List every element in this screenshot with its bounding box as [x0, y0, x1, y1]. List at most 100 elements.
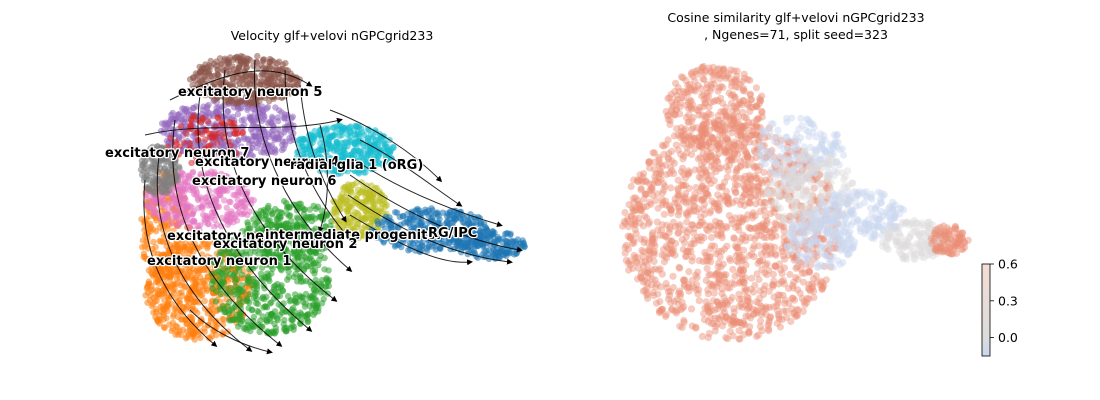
- cell-point: [692, 183, 700, 192]
- cell-point: [191, 275, 198, 282]
- cell-point: [232, 269, 239, 276]
- cell-point: [180, 236, 187, 244]
- cell-point: [753, 298, 761, 306]
- cell-point: [245, 304, 252, 312]
- cell-point: [171, 306, 178, 313]
- cell-point: [179, 292, 186, 300]
- cell-point: [292, 232, 300, 239]
- cell-point: [215, 268, 222, 275]
- cell-point: [412, 207, 419, 214]
- cell-point: [233, 130, 240, 138]
- cell-point: [211, 216, 218, 224]
- cell-point: [272, 149, 279, 156]
- cell-point: [241, 209, 248, 216]
- cell-point: [679, 155, 687, 163]
- cell-point: [310, 311, 317, 319]
- cell-point: [658, 221, 666, 229]
- cell-point: [239, 76, 246, 84]
- cell-point: [276, 66, 283, 73]
- cell-point: [710, 289, 718, 297]
- cell-point: [284, 255, 292, 262]
- cell-point: [674, 146, 682, 154]
- cell-point: [318, 283, 325, 290]
- cell-point: [294, 278, 301, 285]
- cell-point: [200, 237, 207, 244]
- cell-point: [272, 104, 279, 111]
- cell-point: [201, 72, 208, 80]
- cell-point: [760, 285, 768, 293]
- cell-point: [321, 254, 328, 262]
- cell-point: [152, 278, 160, 286]
- cell-point: [179, 326, 187, 333]
- cell-point: [147, 223, 155, 230]
- cell-point: [193, 280, 200, 288]
- cell-point: [197, 78, 204, 85]
- cell-point: [730, 174, 738, 183]
- cell-point: [254, 307, 261, 315]
- cell-point: [319, 246, 326, 253]
- cell-point: [169, 202, 176, 209]
- cell-point: [328, 232, 336, 239]
- cluster-label: radial glia 1 (oRG): [290, 158, 423, 173]
- cell-point: [177, 123, 184, 130]
- cell-point: [214, 114, 221, 121]
- cell-point: [191, 218, 198, 225]
- cell-point: [352, 122, 359, 130]
- cell-point: [205, 220, 212, 228]
- cell-point: [269, 265, 276, 273]
- cell-point: [298, 143, 305, 151]
- cell-point: [248, 114, 255, 121]
- cell-point: [309, 243, 316, 250]
- cell-point: [275, 135, 283, 142]
- cell-point: [289, 316, 296, 323]
- cell-point: [176, 200, 183, 207]
- cell-point: [278, 146, 286, 154]
- cell-point: [323, 212, 330, 219]
- cell-point: [299, 246, 307, 253]
- cell-point: [277, 214, 284, 222]
- cell-point: [313, 239, 320, 247]
- cell-point: [344, 217, 351, 225]
- cell-point: [425, 242, 432, 249]
- cell-point: [158, 174, 165, 181]
- cell-point: [354, 209, 361, 217]
- cell-point: [304, 246, 312, 253]
- cell-point: [462, 243, 469, 250]
- cell-point: [312, 276, 319, 284]
- cell-point: [188, 253, 195, 260]
- cell-point: [182, 209, 189, 217]
- cell-point: [151, 271, 158, 278]
- cell-point: [245, 237, 252, 244]
- cell-point: [141, 253, 148, 260]
- cell-point: [321, 266, 328, 273]
- cell-point: [358, 188, 366, 195]
- cell-point: [259, 313, 266, 320]
- cell-point: [791, 309, 799, 317]
- cell-point: [452, 215, 460, 223]
- cell-point: [309, 301, 317, 308]
- cell-point: [260, 241, 267, 249]
- cell-point: [176, 110, 183, 118]
- cell-point: [242, 324, 249, 332]
- cell-point: [776, 323, 785, 331]
- cell-point: [229, 210, 236, 218]
- cell-point: [220, 179, 228, 186]
- cell-point: [341, 143, 349, 151]
- cell-point: [274, 280, 281, 288]
- cell-point: [248, 151, 255, 159]
- cell-point: [181, 243, 188, 251]
- cell-point: [271, 134, 278, 142]
- cell-point: [202, 194, 209, 201]
- velocity-title: Velocity glf+velovi nGPCgrid233: [231, 28, 434, 43]
- cell-point: [256, 328, 263, 335]
- cell-point: [248, 264, 255, 271]
- cell-point: [219, 315, 226, 323]
- cell-point: [286, 76, 294, 83]
- cell-point: [703, 264, 711, 273]
- cell-point: [259, 264, 266, 271]
- cell-point: [163, 315, 170, 322]
- cell-point: [645, 218, 654, 226]
- cell-point: [250, 285, 257, 292]
- cell-point: [707, 233, 716, 242]
